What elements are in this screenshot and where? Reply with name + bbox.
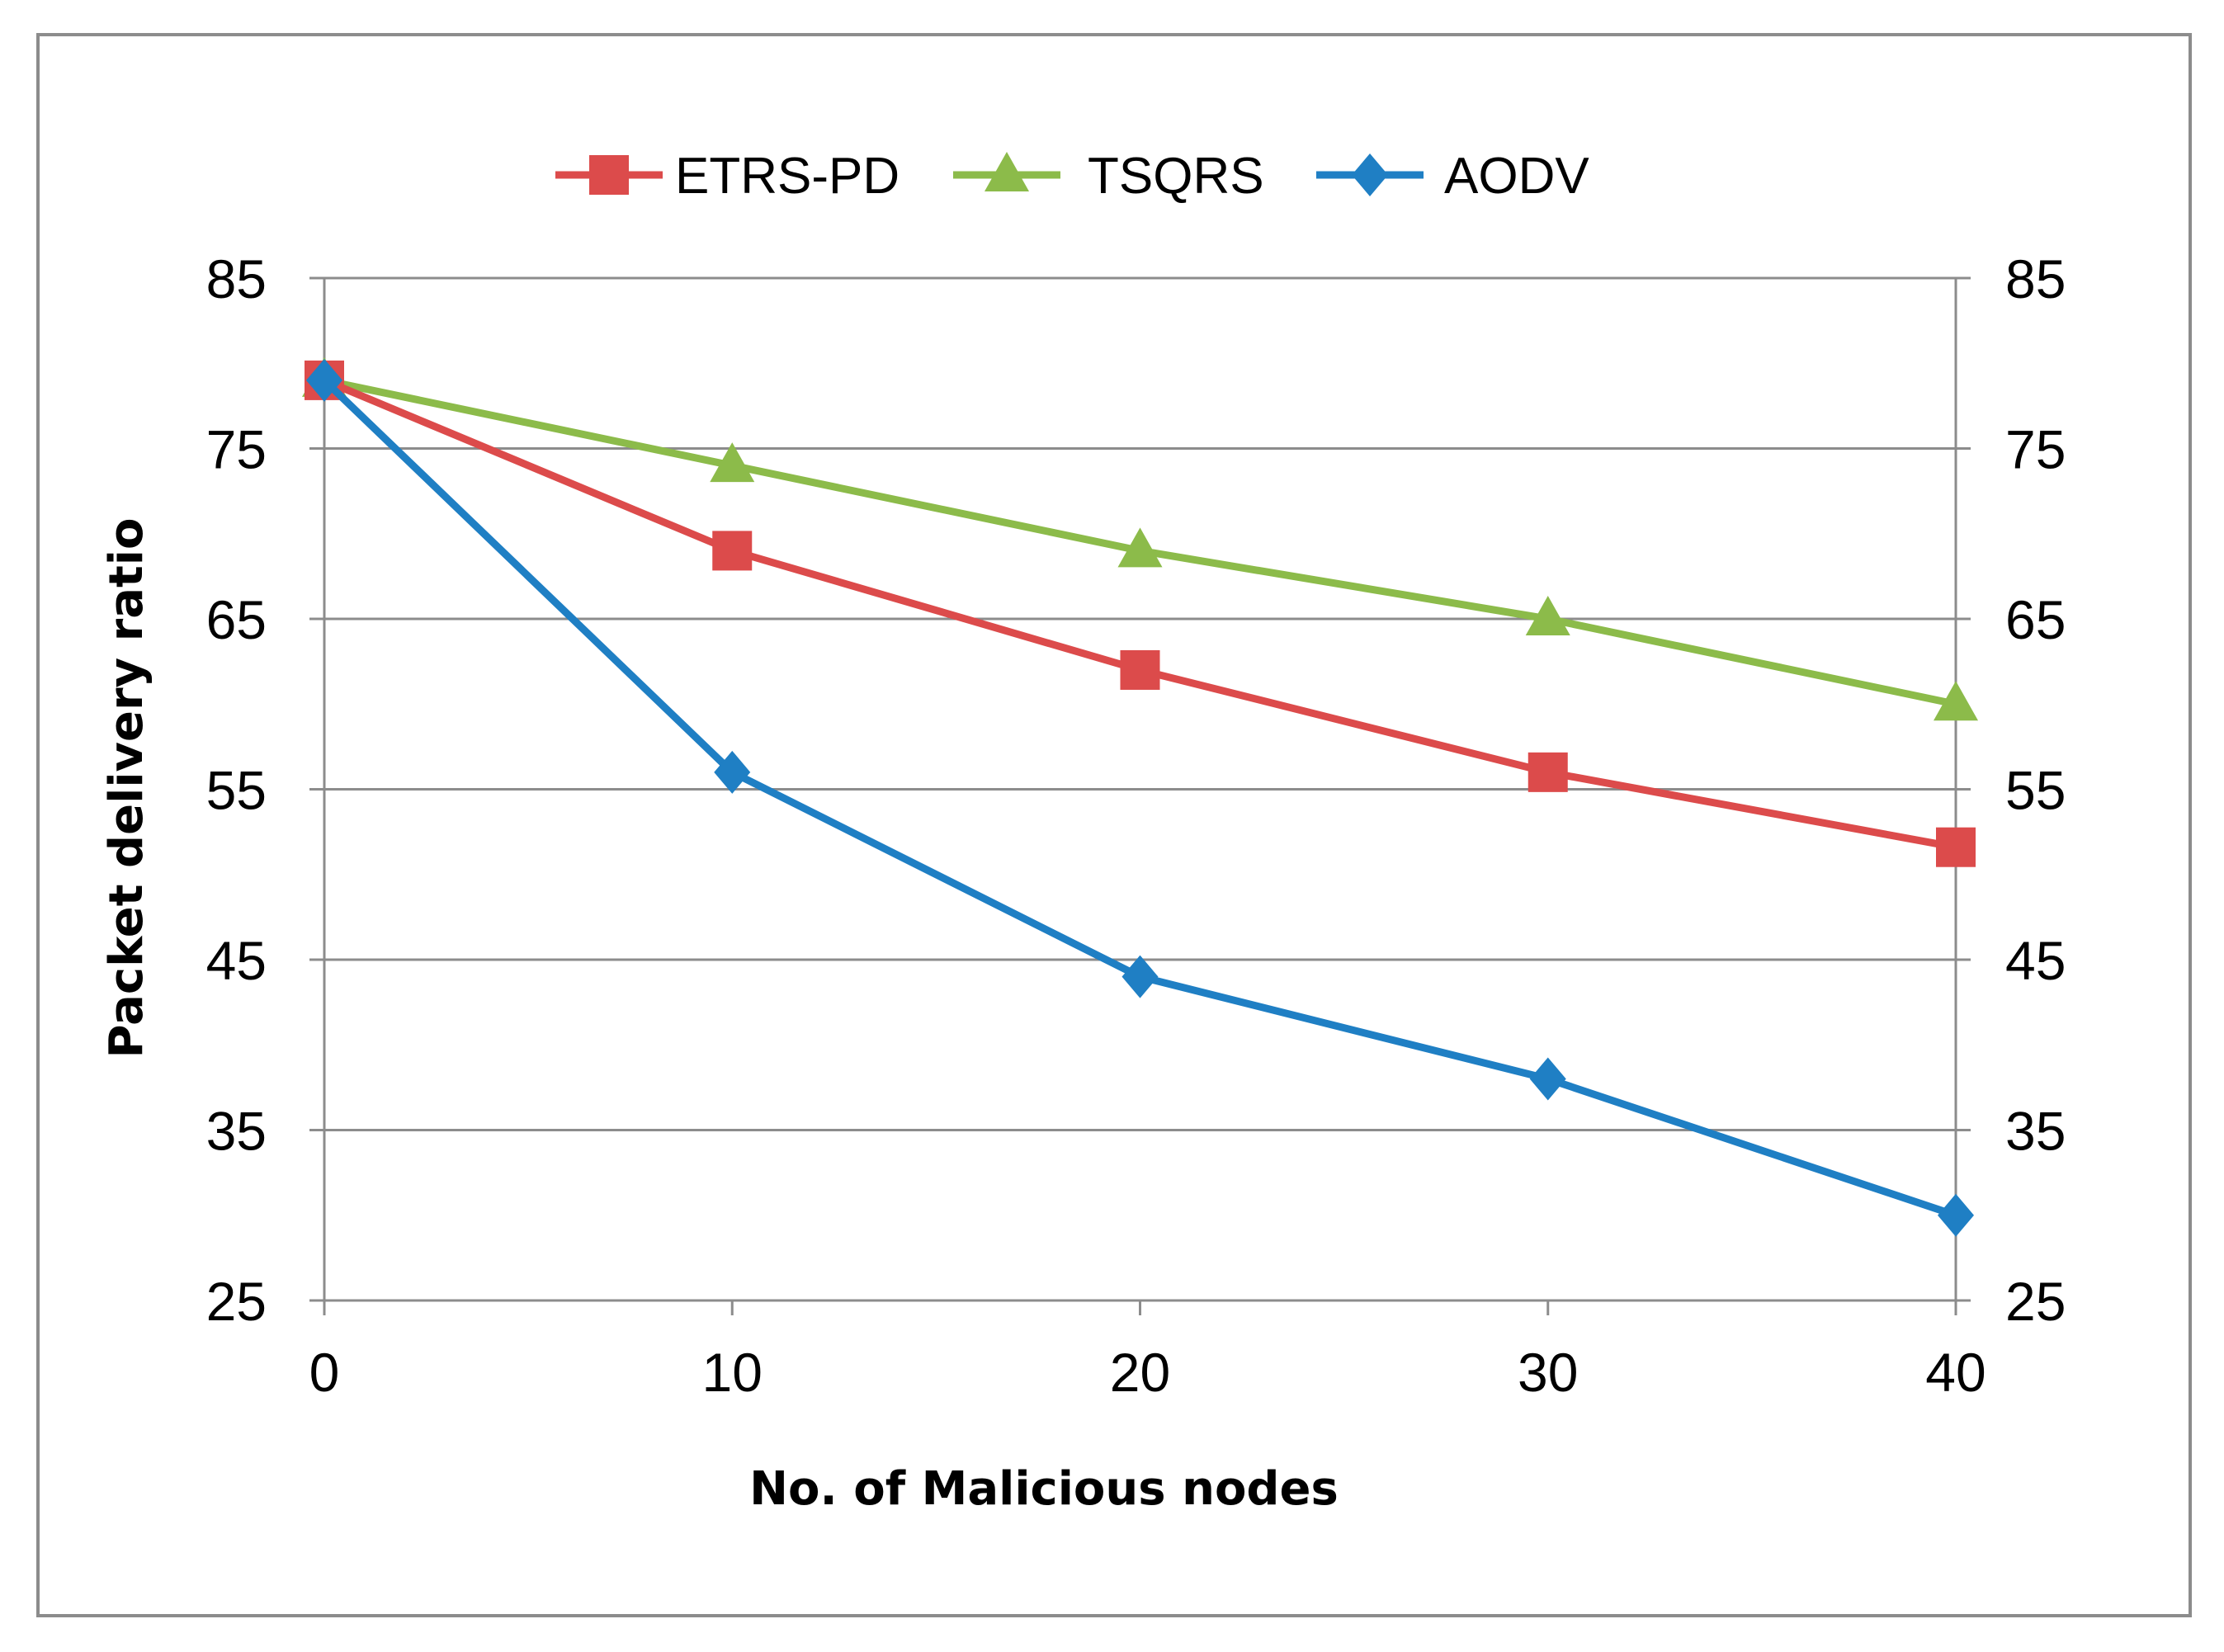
y-tick-label: 25 (2005, 1271, 2066, 1332)
left-y-axis-ticks: 25 35 45 55 65 75 85 (206, 248, 324, 1332)
y-tick-label: 35 (206, 1101, 267, 1162)
legend-marker (589, 155, 629, 195)
y-tick-label: 55 (2005, 760, 2066, 821)
x-tick-label: 40 (1925, 1342, 1986, 1403)
y-tick-label: 45 (2005, 930, 2066, 991)
y-tick-label: 45 (206, 930, 267, 991)
x-tick-label: 20 (1110, 1342, 1170, 1403)
series-group (302, 356, 1978, 1237)
legend-marker (1352, 153, 1388, 196)
x-tick-label: 10 (702, 1342, 763, 1403)
legend-entry-etrs-pd: ETRS-PD (555, 148, 900, 205)
legend-marker (985, 152, 1029, 191)
data-point-tsqrs (710, 442, 755, 483)
y-axis-title: Packet delivery ratio (100, 518, 153, 1059)
y-tick-label: 25 (206, 1271, 267, 1332)
x-tick-label: 30 (1518, 1342, 1578, 1403)
data-point-tsqrs (1934, 681, 1978, 721)
data-point-etrs-pd (1528, 752, 1568, 792)
data-point-etrs-pd (712, 531, 753, 571)
data-point-etrs-pd (1120, 649, 1160, 690)
series-line-aodv (321, 377, 1957, 1220)
data-point-etrs-pd (1936, 827, 1976, 867)
right-y-axis-ticks: 25 35 45 55 65 75 85 (1956, 248, 2066, 1332)
data-point-tsqrs (1117, 527, 1163, 568)
y-tick-label: 85 (2005, 248, 2066, 309)
y-tick-label: 85 (206, 248, 267, 309)
series-tsqrs (302, 356, 1978, 721)
series-aodv (306, 358, 1974, 1237)
legend-entry-tsqrs: TSQRS (953, 148, 1264, 205)
data-point-aodv (1529, 1057, 1566, 1101)
legend-label: AODV (1444, 148, 1589, 205)
y-tick-label: 65 (206, 589, 267, 650)
y-tick-label: 55 (206, 760, 267, 821)
data-point-aodv (1938, 1193, 1974, 1237)
legend-entry-aodv: AODV (1316, 148, 1589, 205)
legend-label: TSQRS (1088, 148, 1264, 205)
x-tick-label: 0 (309, 1342, 340, 1403)
data-point-aodv (306, 358, 342, 402)
y-tick-label: 65 (2005, 589, 2066, 650)
legend-label: ETRS-PD (675, 148, 900, 205)
series-etrs-pd (305, 360, 1976, 867)
y-tick-label: 75 (2005, 419, 2066, 480)
data-point-aodv (1121, 955, 1159, 998)
legend: ETRS-PD TSQRS AODV (555, 148, 1589, 205)
y-tick-label: 35 (2005, 1101, 2066, 1162)
x-axis-title: No. of Malicious nodes (749, 1462, 1339, 1516)
y-tick-label: 75 (206, 419, 267, 480)
data-point-aodv (714, 750, 751, 794)
x-axis-ticks: 0 10 20 30 40 (309, 1300, 1986, 1403)
data-point-tsqrs (1525, 596, 1570, 635)
